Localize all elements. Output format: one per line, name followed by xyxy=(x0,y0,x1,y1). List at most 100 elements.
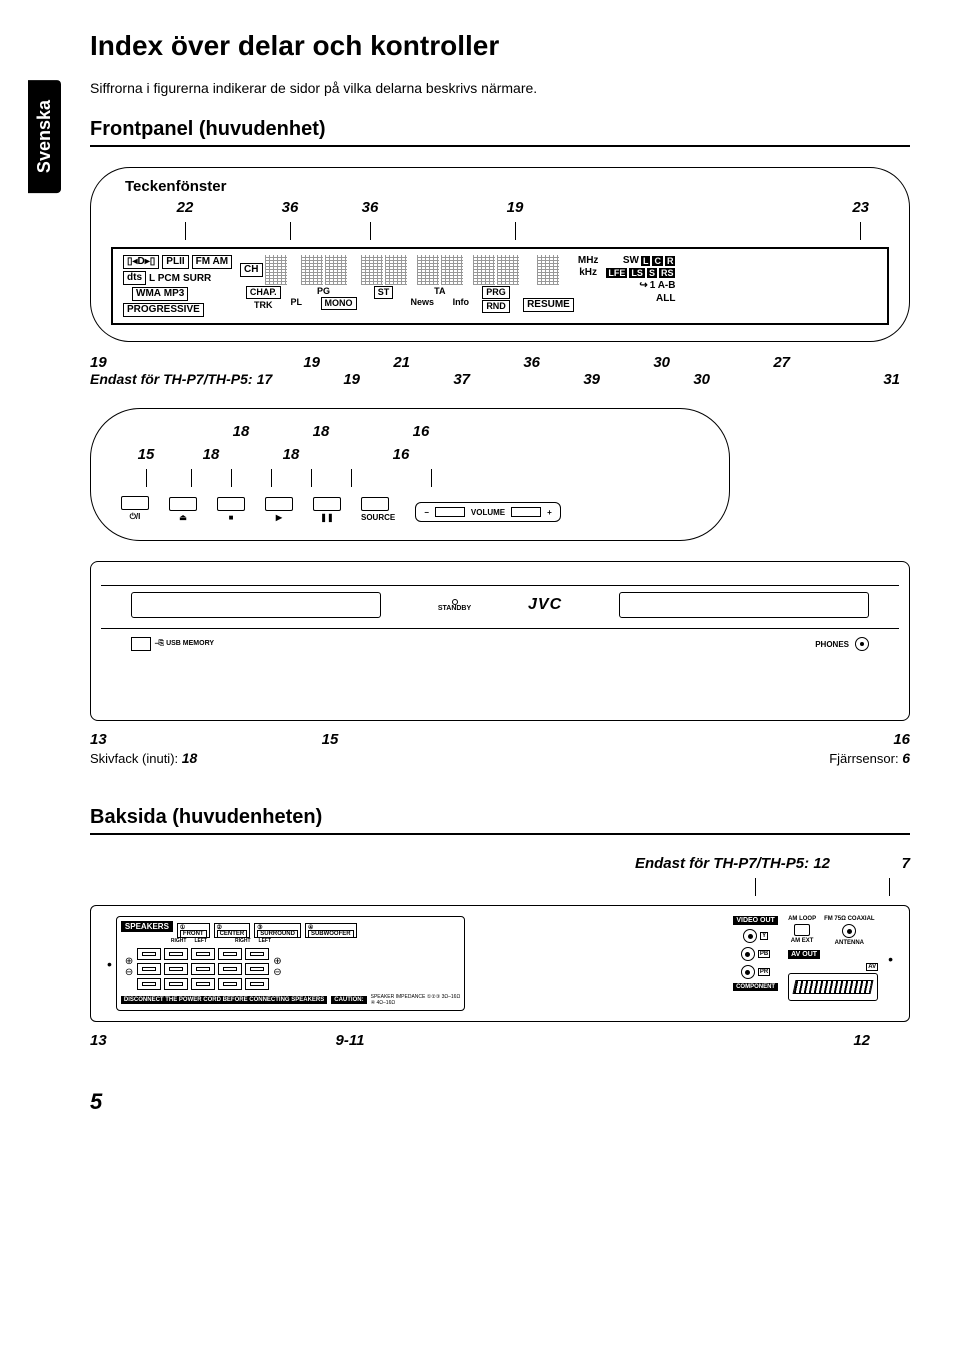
ref-b16b: 16 xyxy=(331,446,471,463)
pl-indicator: PL xyxy=(291,297,303,310)
pl2-indicator: PLII xyxy=(162,255,188,269)
ref-b16a: 16 xyxy=(361,423,481,440)
section-front-heading: Frontpanel (huvudenhet) xyxy=(90,118,910,147)
sub-label: ④SUBWOOFER xyxy=(305,923,357,938)
component-label: COMPONENT xyxy=(733,983,778,991)
play-label: ▶ xyxy=(265,513,293,522)
resume-indicator: RESUME xyxy=(523,298,574,312)
power-label: ⏻/I xyxy=(121,512,149,522)
prg-indicator: PRG xyxy=(482,286,510,299)
stop-button[interactable] xyxy=(217,497,245,511)
ref-u30b: 30 xyxy=(600,371,710,388)
st-indicator: ST xyxy=(374,286,394,299)
disconnect-warning: DISCONNECT THE POWER CORD BEFORE CONNECT… xyxy=(121,996,327,1004)
ref-bk12: 12 xyxy=(530,1032,910,1049)
impedance-info: SPEAKER IMPEDANCE ①②③ 3Ω–16Ω④ 4Ω–16Ω xyxy=(371,994,461,1006)
ref-b18b: 18 xyxy=(281,423,361,440)
mhz-indicator: MHz xyxy=(578,255,599,266)
amext-label: AM EXT xyxy=(791,938,814,944)
ref-36b: 36 xyxy=(335,199,405,216)
wma-mp3-indicator: WMA MP3 xyxy=(132,287,188,301)
eject-label: ⏏ xyxy=(169,513,197,522)
rca-pb[interactable] xyxy=(741,947,755,961)
ref-u19a: 19 xyxy=(90,354,150,371)
khz-indicator: kHz xyxy=(579,267,597,278)
progressive-indicator: PROGRESSIVE xyxy=(123,303,204,317)
buttons-callout: 18 18 16 15 18 18 16 xyxy=(90,408,730,541)
avout-label: AV OUT xyxy=(788,950,820,959)
rnd-indicator: RND xyxy=(482,300,510,313)
ref-b15: 15 xyxy=(121,446,171,463)
ref-22: 22 xyxy=(125,199,245,216)
center-label: ②CENTER xyxy=(214,923,251,938)
mono-indicator: MONO xyxy=(321,297,357,310)
rca-y[interactable] xyxy=(743,929,757,943)
usb-label: ⎯⎘ USB MEMORY xyxy=(155,640,214,648)
scart-port[interactable] xyxy=(788,973,878,1001)
play-button[interactable] xyxy=(265,497,293,511)
pg-indicator: PG xyxy=(317,286,330,296)
phones-label: PHONES xyxy=(815,640,849,649)
speakers-block: SPEAKERS ①FRONT ②CENTER ③SURROUND ④SUBWO… xyxy=(116,916,465,1011)
ref-u19b: 19 xyxy=(150,354,320,371)
fm-port[interactable] xyxy=(842,924,856,938)
ls-indicator: LS xyxy=(629,268,645,278)
usb-port[interactable]: ⎯⎘ USB MEMORY xyxy=(131,637,214,651)
speaker-terminals[interactable] xyxy=(137,948,269,990)
ref-bk911: 9-11 xyxy=(170,1032,530,1049)
pause-button[interactable] xyxy=(313,497,341,511)
c-indicator: C xyxy=(652,256,663,266)
oneab-indicator: 1 A-B xyxy=(650,280,676,291)
amloop-label: AM LOOP xyxy=(788,916,816,922)
source-button[interactable] xyxy=(361,497,389,511)
intro-text: Siffrorna i figurerna indikerar de sidor… xyxy=(90,80,910,96)
volume-up-button[interactable] xyxy=(511,507,541,517)
dts-indicator: dts xyxy=(123,271,146,285)
ref-bk13: 13 xyxy=(90,1032,170,1049)
antenna-label: ANTENNA xyxy=(835,940,864,946)
caution-label: CAUTION: xyxy=(331,996,366,1004)
volume-label: VOLUME xyxy=(471,508,505,517)
lpcm-indicator: L PCM xyxy=(149,273,180,284)
r-indicator: R xyxy=(665,256,676,266)
ref-u30a: 30 xyxy=(540,354,670,371)
l-indicator: L xyxy=(641,256,651,266)
ta-indicator: TA xyxy=(434,286,445,296)
loop-icon: ↪ xyxy=(639,280,647,291)
model-note: Endast för TH-P7/TH-P5: 17 xyxy=(90,371,290,388)
am-loop-port[interactable] xyxy=(794,924,810,936)
standby-label: STANDBY xyxy=(438,605,471,612)
ref-u31: 31 xyxy=(710,371,910,388)
phones-jack[interactable] xyxy=(855,637,869,651)
news-indicator: News xyxy=(411,297,435,307)
volume-down-button[interactable] xyxy=(435,507,465,517)
dolby-icon: ▯◂D▸▯ xyxy=(123,255,159,269)
sw-indicator: SW xyxy=(623,255,639,266)
ref-d15: 15 xyxy=(170,731,490,748)
chap-indicator: CHAP. xyxy=(246,286,281,299)
eject-button[interactable] xyxy=(169,497,197,511)
ref-b18c: 18 xyxy=(171,446,251,463)
power-button[interactable] xyxy=(121,496,149,510)
ref-u19c: 19 xyxy=(290,371,360,388)
source-label: SOURCE xyxy=(361,513,395,522)
disc-tray-right[interactable] xyxy=(619,592,869,618)
trk-indicator: TRK xyxy=(254,300,273,310)
ch-indicator: CH xyxy=(240,263,262,277)
fmam-indicator: FM AM xyxy=(192,255,232,269)
ref-u36: 36 xyxy=(410,354,540,371)
back-panel: • SPEAKERS ①FRONT ②CENTER ③SURROUND ④SUB… xyxy=(90,905,910,1022)
back-model-note: Endast för TH-P7/TH-P5: 12 xyxy=(635,855,830,872)
language-tab: Svenska xyxy=(28,80,61,193)
rca-pr[interactable] xyxy=(741,965,755,979)
surr-indicator: SURR xyxy=(183,273,211,284)
volume-module: − VOLUME + xyxy=(415,502,561,522)
video-out-label: VIDEO OUT xyxy=(733,916,778,925)
ref-d13: 13 xyxy=(90,731,170,748)
display-window-callout: Teckenfönster 22 36 36 19 23 ▯◂D▸▯ xyxy=(90,167,910,342)
all-indicator: ALL xyxy=(656,293,675,304)
disc-tray-left[interactable] xyxy=(131,592,381,618)
lfe-indicator: LFE xyxy=(606,268,627,278)
info-indicator: Info xyxy=(453,297,470,307)
brand-logo: JVC xyxy=(528,596,562,614)
